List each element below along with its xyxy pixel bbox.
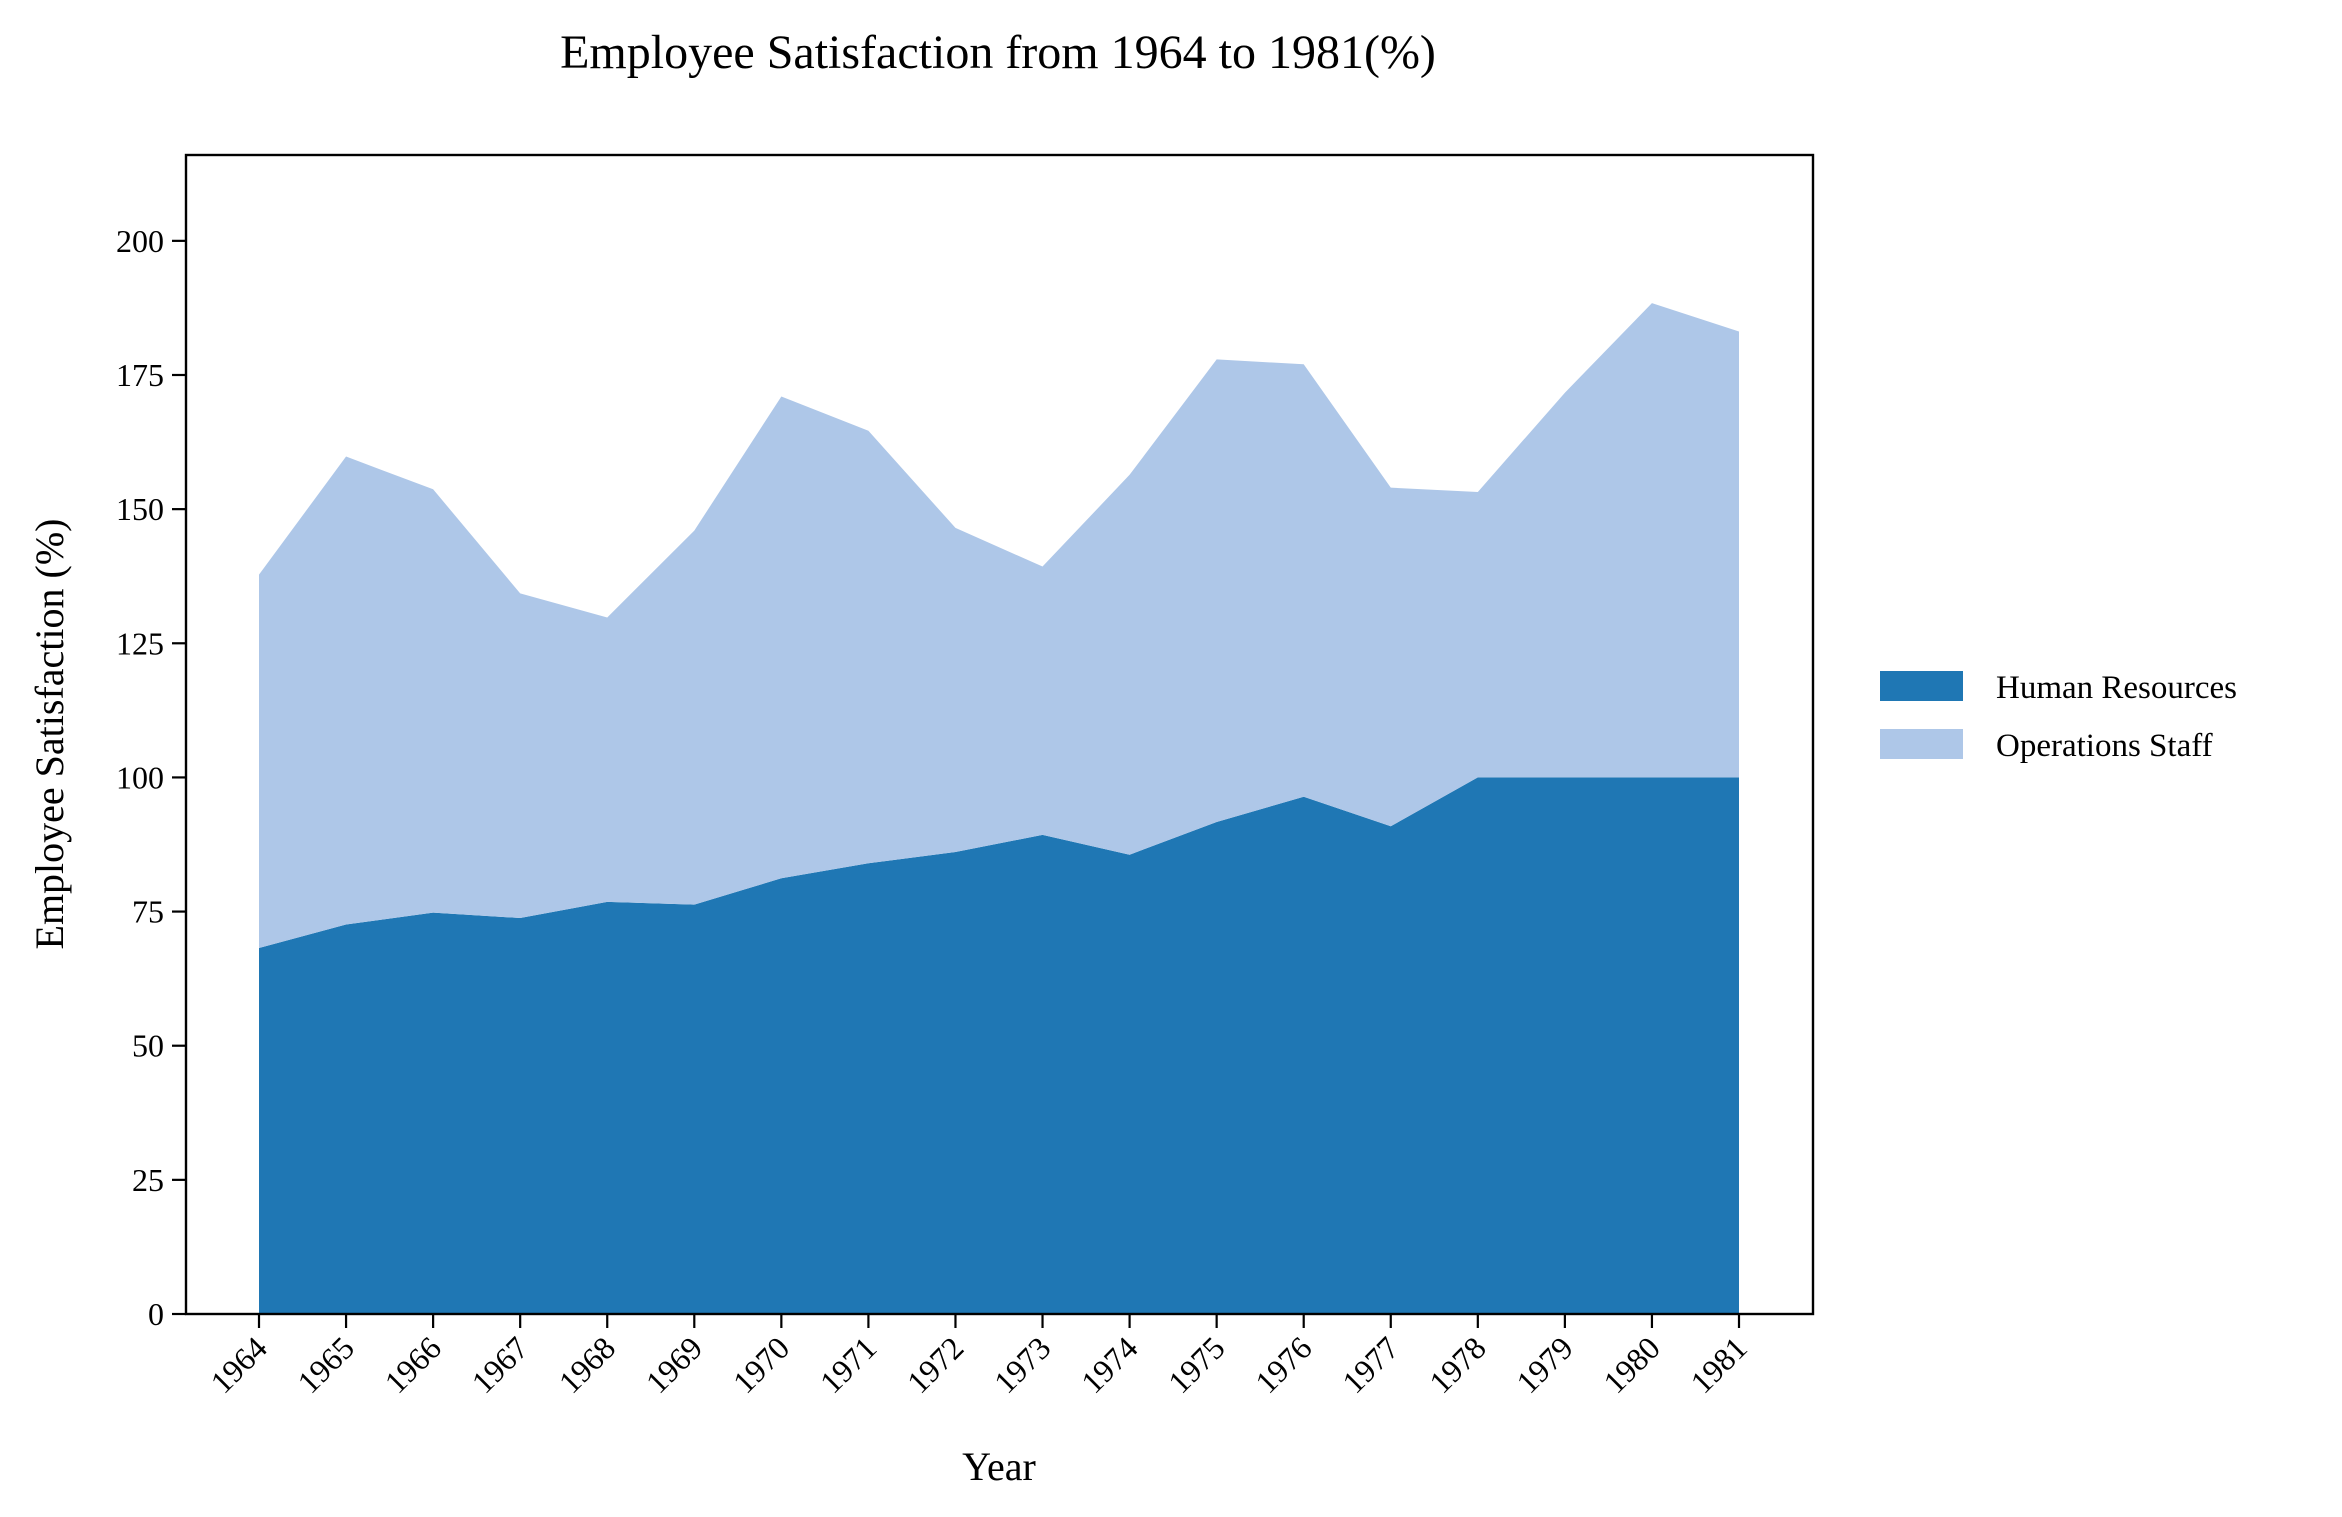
x-tick-label: 1964 — [203, 1329, 274, 1400]
x-tick-label: 1976 — [1248, 1329, 1319, 1400]
x-tick-label: 1977 — [1335, 1329, 1406, 1400]
y-tick-label: 175 — [116, 357, 164, 393]
y-axis: 0 25 50 75 100 125 150 175 200 — [116, 223, 186, 1332]
x-tick-label: 1972 — [900, 1329, 971, 1400]
y-tick-label: 25 — [132, 1162, 164, 1198]
x-tick-label: 1973 — [987, 1329, 1058, 1400]
legend-item: Operations Staff — [1880, 728, 2213, 764]
x-tick-label: 1979 — [1509, 1329, 1580, 1400]
area-layers — [259, 303, 1739, 1314]
y-tick-label: 75 — [132, 894, 164, 930]
x-tick-label: 1966 — [377, 1329, 448, 1400]
y-tick-label: 0 — [148, 1296, 164, 1332]
x-tick-label: 1981 — [1683, 1329, 1754, 1400]
area-series-2 — [259, 303, 1739, 949]
y-tick-label: 100 — [116, 759, 164, 795]
x-tick-label: 1978 — [1422, 1329, 1493, 1400]
y-axis-label: Employee Satisfaction (%) — [27, 519, 72, 950]
x-axis-label: Year — [962, 1444, 1036, 1489]
legend-swatch — [1880, 671, 1963, 701]
legend: Human Resources Operations Staff — [1880, 670, 2237, 764]
y-tick-label: 125 — [116, 625, 164, 661]
legend-swatch — [1880, 729, 1963, 759]
x-tick-label: 1970 — [726, 1329, 797, 1400]
x-tick-label: 1968 — [551, 1329, 622, 1400]
x-tick-label: 1975 — [1161, 1329, 1232, 1400]
x-tick-label: 1969 — [639, 1329, 710, 1400]
y-tick-label: 200 — [116, 223, 164, 259]
plot-frame — [184, 153, 1815, 1316]
legend-label: Human Resources — [1996, 670, 2237, 706]
legend-item: Human Resources — [1880, 670, 2237, 706]
y-tick-label: 150 — [116, 491, 164, 527]
legend-label: Operations Staff — [1996, 728, 2213, 764]
x-tick-label: 1967 — [464, 1329, 535, 1400]
x-tick-label: 1980 — [1596, 1329, 1667, 1400]
area-series-1 — [259, 777, 1739, 1314]
y-tick-label: 50 — [132, 1028, 164, 1064]
chart-title: Employee Satisfaction from 1964 to 1981(… — [560, 26, 1436, 79]
x-axis: 1964 1965 1966 1967 1968 1969 1970 1971 1972 1973… — [203, 1314, 1754, 1400]
x-tick-label: 1974 — [1074, 1329, 1145, 1400]
x-tick-label: 1965 — [290, 1329, 361, 1400]
x-tick-label: 1971 — [813, 1329, 884, 1400]
